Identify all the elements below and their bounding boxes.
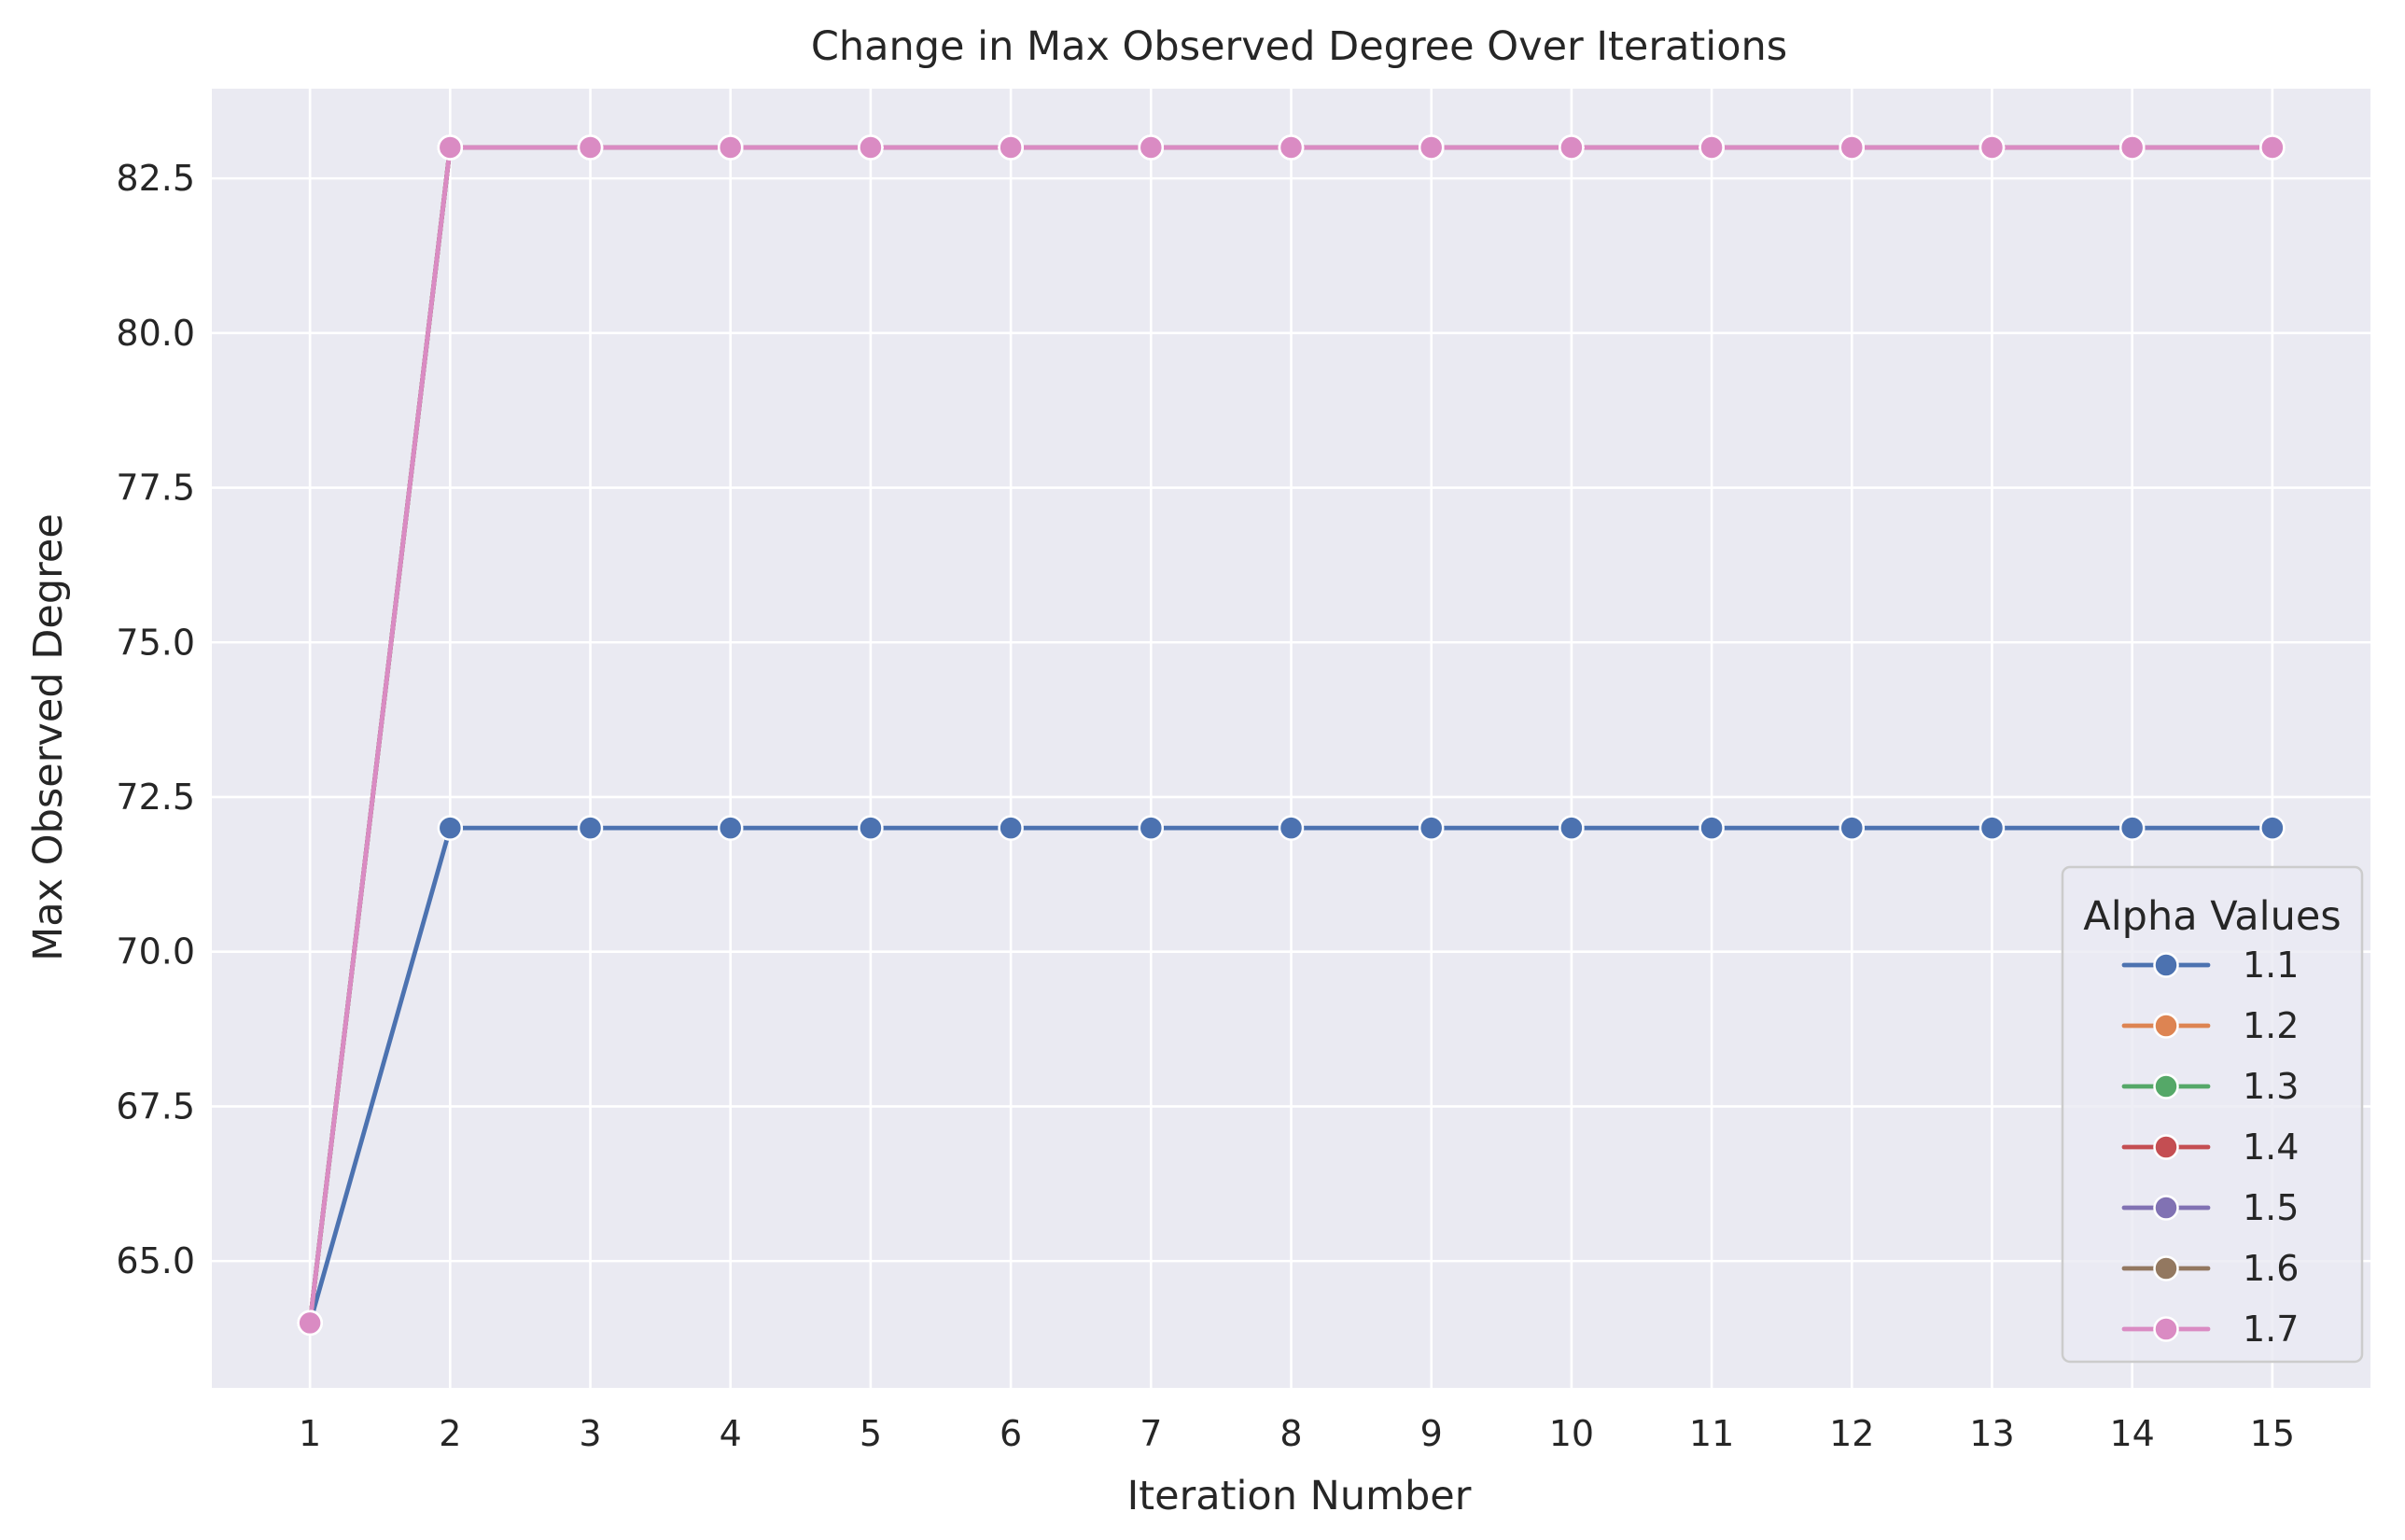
x-tick-label: 15 [2250, 1413, 2295, 1454]
data-point-1-7 [1699, 134, 1725, 161]
data-point-1-1 [1979, 815, 2006, 841]
grid-lines [212, 89, 2370, 1388]
legend-item: 1.5 [2121, 1187, 2299, 1228]
legend-marker [2153, 952, 2179, 978]
data-point-1-1 [858, 815, 884, 841]
data-point-1-7 [1559, 134, 1585, 161]
data-point-1-7 [577, 134, 604, 161]
data-point-1-1 [1699, 815, 1725, 841]
x-tick-label: 2 [439, 1413, 461, 1454]
series-markers [297, 134, 2286, 1337]
data-point-1-1 [2259, 815, 2286, 841]
x-tick-label: 9 [1420, 1413, 1443, 1454]
legend-marker [2153, 1073, 2179, 1099]
legend-label: 1.6 [2243, 1248, 2299, 1289]
x-axis-label: Iteration Number [1127, 1473, 1472, 1519]
legend-marker [2153, 1316, 2179, 1342]
chart-title: Change in Max Observed Degree Over Itera… [811, 23, 1787, 70]
y-tick-label: 80.0 [116, 313, 195, 354]
legend-label: 1.3 [2243, 1066, 2299, 1107]
legend-label: 1.4 [2243, 1127, 2299, 1168]
data-point-1-7 [2259, 134, 2286, 161]
legend-marker [2153, 1013, 2179, 1039]
legend-label: 1.1 [2243, 945, 2299, 986]
x-tick-label: 11 [1689, 1413, 1734, 1454]
data-point-1-1 [717, 815, 744, 841]
x-tick-label: 3 [579, 1413, 601, 1454]
legend-label: 1.5 [2243, 1187, 2299, 1228]
legend: Alpha Values 1.1 1.2 1.3 1.4 1.5 1.6 1.7 [2061, 865, 2364, 1364]
data-point-1-7 [437, 134, 464, 161]
x-tick-label: 13 [1969, 1413, 2014, 1454]
legend-label: 1.7 [2243, 1309, 2299, 1350]
legend-marker [2153, 1134, 2179, 1160]
legend-label: 1.2 [2243, 1005, 2299, 1046]
legend-title: Alpha Values [2083, 893, 2341, 940]
legend-marker [2153, 1195, 2179, 1221]
x-tick-label: 6 [1000, 1413, 1022, 1454]
data-point-1-1 [1138, 815, 1165, 841]
legend-item: 1.3 [2121, 1066, 2299, 1107]
data-point-1-1 [2118, 815, 2146, 841]
y-tick-label: 65.0 [116, 1240, 195, 1281]
x-tick-label: 8 [1279, 1413, 1302, 1454]
data-point-1-7 [1138, 134, 1165, 161]
legend-items: 1.1 1.2 1.3 1.4 1.5 1.6 1.7 [2121, 945, 2299, 1350]
data-point-1-7 [2118, 134, 2146, 161]
y-tick-label: 77.5 [116, 468, 195, 509]
legend-item: 1.7 [2121, 1309, 2299, 1350]
x-tick-label: 7 [1140, 1413, 1162, 1454]
data-point-1-7 [717, 134, 744, 161]
data-point-1-7 [998, 134, 1024, 161]
data-point-1-7 [1839, 134, 1866, 161]
data-point-1-1 [998, 815, 1024, 841]
legend-marker [2153, 1255, 2179, 1281]
y-tick-label: 67.5 [116, 1085, 195, 1127]
y-tick-label: 82.5 [116, 158, 195, 199]
legend-item: 1.2 [2121, 1005, 2299, 1046]
data-point-1-1 [1839, 815, 1866, 841]
legend-item: 1.4 [2121, 1127, 2299, 1168]
x-tick-label: 10 [1549, 1413, 1594, 1454]
legend-box [2061, 865, 2364, 1364]
data-point-1-1 [437, 815, 464, 841]
x-tick-label: 14 [2109, 1413, 2154, 1454]
data-point-1-7 [1418, 134, 1445, 161]
y-axis-ticks: 65.0 67.5 70.0 72.5 75.0 77.5 80.0 82.5 [116, 158, 195, 1281]
data-point-1-7 [1278, 134, 1305, 161]
y-tick-label: 72.5 [116, 777, 195, 818]
data-point-1-7 [1979, 134, 2006, 161]
data-point-1-7 [858, 134, 884, 161]
data-point-1-7 [297, 1309, 323, 1337]
x-tick-label: 4 [720, 1413, 742, 1454]
x-tick-label: 1 [299, 1413, 321, 1454]
data-point-1-1 [1559, 815, 1585, 841]
legend-item: 1.1 [2121, 945, 2299, 986]
y-tick-label: 70.0 [116, 931, 195, 973]
x-axis-ticks: 1 2 3 4 5 6 7 8 9 10 11 12 13 14 15 [299, 1413, 2295, 1454]
data-point-1-1 [577, 815, 604, 841]
data-point-1-1 [1418, 815, 1445, 841]
legend-item: 1.6 [2121, 1248, 2299, 1289]
y-tick-label: 75.0 [116, 622, 195, 663]
y-axis-label: Max Observed Degree [25, 513, 72, 961]
x-tick-label: 12 [1829, 1413, 1874, 1454]
x-tick-label: 5 [860, 1413, 882, 1454]
data-point-1-1 [1278, 815, 1305, 841]
